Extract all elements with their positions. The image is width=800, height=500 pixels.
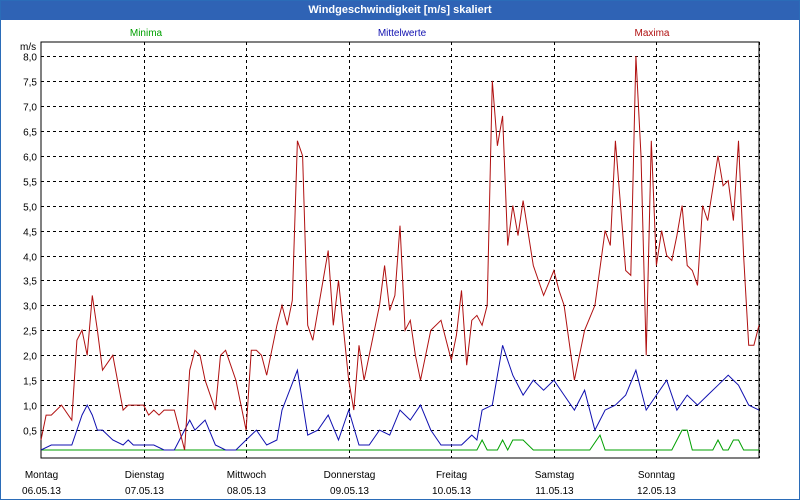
y-tick-label: 5,0 [23,203,37,214]
y-tick-label: 1,5 [23,377,37,388]
y-tick-label: 2,0 [23,352,37,363]
y-tick-label: 6,0 [23,153,37,164]
y-tick-label: 7,0 [23,103,37,114]
series-line-maxima [40,55,760,451]
y-tick-label: 4,5 [23,228,37,239]
y-axis-unit: m/s [20,42,36,53]
x-tick-day: Sonntag [638,470,675,481]
legend-minima: Minima [130,28,163,39]
x-tick-date: 06.05.13 [22,486,61,497]
x-tick-date: 10.05.13 [432,486,471,497]
series-line-minima [41,429,759,452]
y-tick-label: 3,0 [23,302,37,313]
x-tick-day: Samstag [535,470,574,481]
x-tick-day: Freitag [436,470,467,481]
legend-maxima: Maxima [634,28,669,39]
y-tick-label: 3,5 [23,277,37,288]
x-tick-date: 11.05.13 [535,486,574,497]
x-tick-date: 12.05.13 [637,486,676,497]
x-tick-date: 09.05.13 [330,486,369,497]
x-tick-day: Dienstag [125,470,164,481]
y-tick-label: 2,5 [23,327,37,338]
series-line-mittelwerte [40,345,760,451]
y-tick-label: 1,0 [23,402,37,413]
y-tick-label: 7,5 [23,78,37,89]
x-tick-day: Montag [25,470,58,481]
x-tick-day: Donnerstag [324,470,376,481]
y-tick-label: 6,5 [23,128,37,139]
y-tick-label: 4,0 [23,253,37,264]
y-tick-label: 0,5 [23,427,37,438]
legend-mittelwerte: Mittelwerte [378,28,427,39]
chart-title: Windgeschwindigkeit [m/s] skaliert [1,1,799,20]
y-tick-label: 5,5 [23,178,37,189]
x-tick-date: 07.05.13 [125,486,164,497]
plot-area [40,41,760,459]
y-tick-label: 8,0 [23,53,37,64]
x-tick-day: Mittwoch [227,470,266,481]
x-tick-date: 08.05.13 [227,486,266,497]
